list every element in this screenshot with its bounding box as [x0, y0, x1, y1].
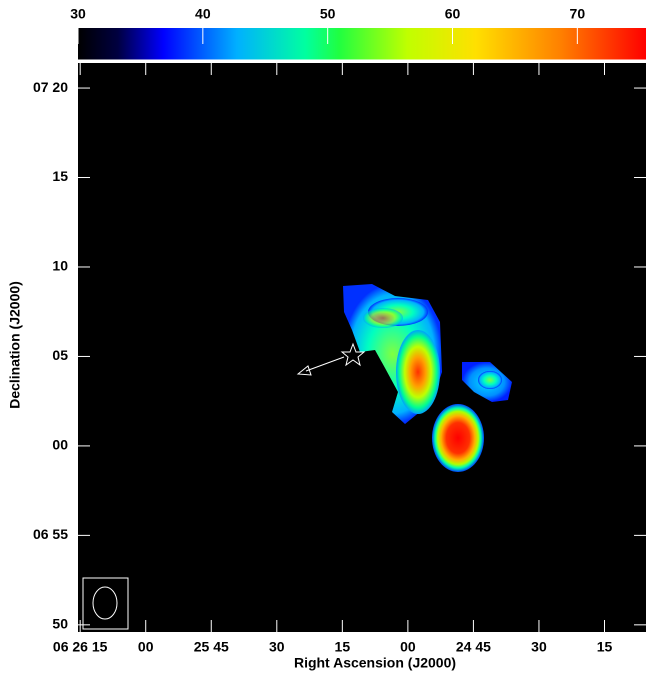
- x-tick-label: 25 45: [194, 639, 229, 655]
- x-tick-label: 30: [269, 639, 285, 655]
- x-tick-label: 06 26 15: [53, 639, 108, 655]
- colorbar-tick-label: 70: [570, 6, 586, 22]
- y-tick-label: 07 20: [33, 79, 68, 95]
- star-marker: [340, 342, 366, 367]
- x-tick-label: 00: [400, 639, 416, 655]
- y-tick-label: 50: [52, 616, 68, 632]
- beam-box: [82, 577, 129, 630]
- y-tick-label: 00: [52, 437, 68, 453]
- arrow-head: [296, 365, 312, 376]
- colorbar-tick-label: 30: [70, 6, 86, 22]
- beam: [92, 586, 118, 620]
- y-tick-label: 05: [52, 347, 68, 363]
- emission: [343, 284, 512, 472]
- x-tick-label: 00: [138, 639, 154, 655]
- emission-region: [478, 371, 502, 389]
- colorbar-tick-label: 50: [320, 6, 336, 22]
- colorbar: [78, 28, 646, 60]
- x-tick-label: 15: [335, 639, 351, 655]
- y-tick-label: 10: [52, 258, 68, 274]
- emission-region: [363, 308, 403, 328]
- emission-region: [396, 330, 440, 414]
- x-tick-label: 15: [597, 639, 613, 655]
- emission-region: [432, 404, 484, 472]
- x-axis-title: Right Ascension (J2000): [294, 655, 456, 671]
- colorbar-tick-label: 40: [195, 6, 211, 22]
- y-tick-label: 06 55: [33, 526, 68, 542]
- y-axis-title: Declination (J2000): [7, 281, 23, 409]
- x-tick-label: 30: [531, 639, 547, 655]
- y-tick-label: 15: [52, 168, 68, 184]
- x-tick-label: 24 45: [456, 639, 491, 655]
- arrow: [305, 356, 345, 372]
- colorbar-tick-label: 60: [445, 6, 461, 22]
